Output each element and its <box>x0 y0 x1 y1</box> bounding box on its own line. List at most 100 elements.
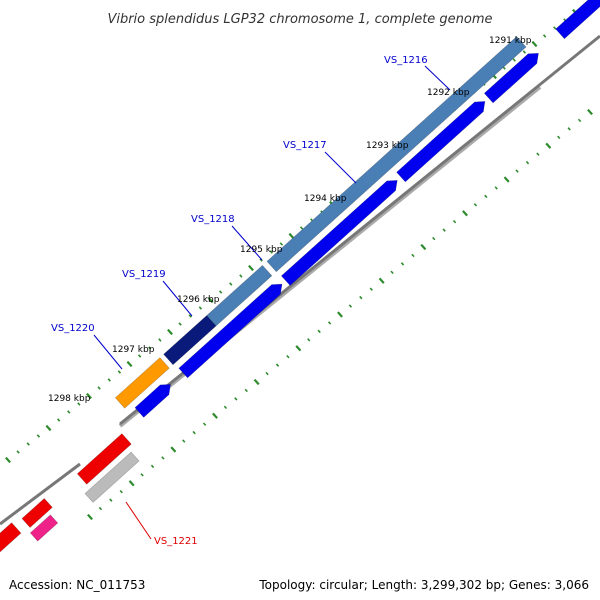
outer-scale-tick <box>207 296 214 304</box>
gene-label-vs1220[interactable]: VS_1220 <box>51 323 95 334</box>
inner-scale-tick <box>557 135 561 140</box>
gene-label-vs1221[interactable]: VS_1221 <box>154 536 198 547</box>
leader-line <box>231 225 263 261</box>
outer-scale-tick <box>86 392 92 400</box>
inner-scale-tick <box>473 203 478 207</box>
outer-gene-vs1220[interactable] <box>114 357 170 409</box>
inner-cds-5[interactable] <box>483 52 539 104</box>
outer-scale-tick <box>5 456 11 464</box>
gene-label-vs1219[interactable]: VS_1219 <box>122 269 166 280</box>
inner-cds-2[interactable] <box>178 283 283 379</box>
inner-scale-tick <box>536 152 540 156</box>
inner-scale-tick <box>98 506 103 511</box>
scale-label: 1291 kbp <box>489 36 532 46</box>
outer-scale-tick <box>299 226 304 230</box>
inner-scale-tick <box>295 345 302 352</box>
gene-label-vs1218[interactable]: VS_1218 <box>191 214 235 225</box>
outer-scale-tick <box>137 354 142 358</box>
outer-scale-tick <box>259 258 263 262</box>
map-labels: 1291 kbp 1292 kbp 1293 kbp 1294 kbp 1295 kbp… <box>48 36 532 547</box>
inner-scale-tick <box>484 194 488 199</box>
inner-scale-tick <box>317 329 321 334</box>
label-leader-lines <box>93 65 451 540</box>
leader-line <box>324 151 357 184</box>
lower-pink[interactable] <box>29 514 59 542</box>
outer-scale-tick <box>531 40 538 48</box>
inner-scale-tick <box>587 108 593 116</box>
inner-scale-tick <box>109 498 113 502</box>
scale-label: 1297 kbp <box>112 345 155 355</box>
lower-red-2[interactable] <box>21 498 53 528</box>
outer-gene-vs1216[interactable] <box>266 36 527 273</box>
inner-scale-tick <box>420 243 427 251</box>
inner-scale-tick <box>286 354 290 359</box>
outer-scale-tick <box>16 450 20 454</box>
inner-scale-tick <box>400 262 405 266</box>
outer-scale-tick <box>198 306 203 310</box>
leader-line <box>162 280 193 317</box>
inner-scale-tick <box>244 388 248 393</box>
outer-scale-tick <box>26 442 30 446</box>
outer-gene-vs1218[interactable] <box>206 264 273 327</box>
outer-scale-tick <box>36 434 41 438</box>
inner-scale-tick <box>150 464 155 469</box>
outer-scale-tick <box>542 34 547 38</box>
inner-scale-tick <box>411 253 415 258</box>
gene-label-vs1217[interactable]: VS_1217 <box>283 140 327 151</box>
inner-cds-4[interactable] <box>396 101 486 183</box>
inner-scale-tick <box>223 405 228 410</box>
map-title: Vibrio splendidus LGP32 chromosome 1, co… <box>107 12 492 27</box>
outer-scale-tick <box>77 402 81 406</box>
scale-label: 1298 kbp <box>48 394 91 404</box>
outer-scale-tick <box>117 370 122 374</box>
inner-scale-tick <box>390 270 394 275</box>
chromosome-backbone <box>0 34 600 526</box>
inner-scale-tick <box>359 295 363 300</box>
leader-line <box>424 65 451 91</box>
gene-label-vs1216[interactable]: VS_1216 <box>384 55 428 66</box>
inner-scale-tick <box>442 228 446 232</box>
inner-scale-tick <box>452 219 457 224</box>
outer-scale-tick <box>229 282 233 286</box>
outer-scale-tick <box>148 346 152 350</box>
inner-scale-tick <box>192 430 196 435</box>
outer-scale-tick <box>269 250 273 254</box>
inner-scale-tick <box>378 277 385 284</box>
inner-scale-tick <box>545 142 552 149</box>
outer-scale-tick <box>218 290 223 294</box>
inner-scale-tick <box>432 236 436 241</box>
inner-scale-tick <box>140 473 144 477</box>
lower-red-1[interactable] <box>76 433 132 485</box>
outer-scale-tick <box>56 418 61 422</box>
inner-cds-6[interactable] <box>555 0 600 40</box>
inner-scale-tick <box>348 304 353 308</box>
accession-label: Accession: NC_011753 <box>9 578 146 592</box>
inner-scale-tick <box>170 446 177 453</box>
outer-scale-tick <box>126 360 133 368</box>
outer-scale-tick <box>553 26 557 30</box>
outer-scale-tick <box>512 58 516 62</box>
inner-scale-tick <box>462 210 468 217</box>
outer-scale-tick <box>167 328 173 336</box>
inner-scale-tick <box>128 480 135 487</box>
inner-scale-tick <box>275 363 280 367</box>
leader-line <box>125 501 152 540</box>
lower-backbone <box>0 462 81 526</box>
scale-label: 1292 kbp <box>427 88 470 98</box>
scale-label: 1296 kbp <box>177 295 220 305</box>
scale-label: 1295 kbp <box>240 245 283 255</box>
inner-cds-1[interactable] <box>134 384 171 418</box>
outer-scale-tick <box>248 264 254 272</box>
outer-scale-tick <box>158 338 162 342</box>
inner-scale-tick <box>577 118 582 123</box>
inner-scale-tick <box>337 311 343 318</box>
outer-scale-tick <box>188 314 192 318</box>
inner-scale-tick <box>369 287 373 291</box>
inner-cds-3[interactable] <box>280 180 398 286</box>
lower-gray-vs1221[interactable] <box>84 451 140 503</box>
inner-scale-tick <box>87 513 93 521</box>
inner-scale-tick <box>494 186 498 190</box>
lower-red-3[interactable] <box>0 522 22 553</box>
